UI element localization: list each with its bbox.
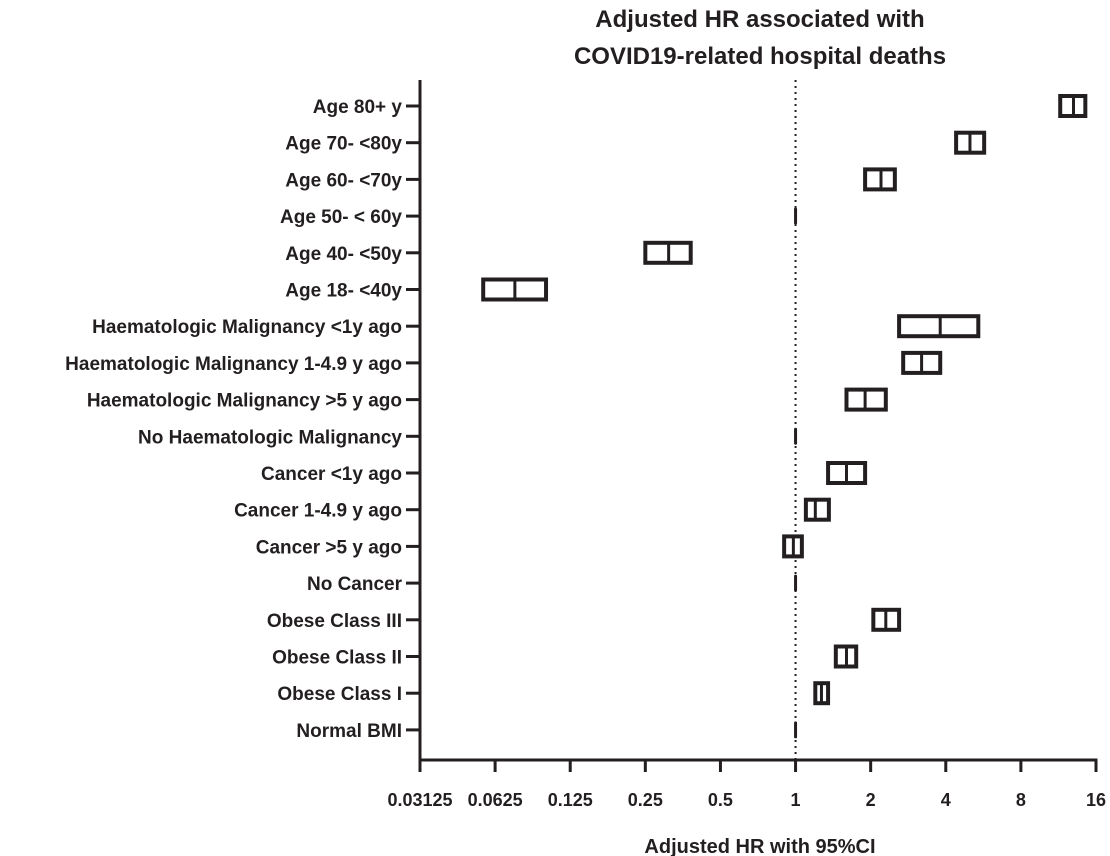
row-label: Age 60- <70y [285, 170, 402, 191]
ci-box [803, 497, 831, 522]
x-tick-label: 1 [791, 790, 801, 810]
row-labels: Age 80+ y Age 70- <80y Age 60- <70y Age 50-… [65, 97, 402, 742]
x-tick-label: 8 [1016, 790, 1026, 810]
ci-box [897, 314, 981, 339]
row-label: Cancer <1y ago [261, 464, 402, 485]
row-label: Age 80+ y [313, 97, 403, 118]
row-label: Haematologic Malignancy 1-4.9 y ago [65, 354, 402, 375]
row-label: Obese Class III [267, 611, 402, 632]
axes [406, 80, 1098, 772]
chart-title: Adjusted HR associated with COVID19-rela… [574, 6, 946, 70]
x-tick-label: 0.0625 [468, 790, 523, 810]
x-tick-labels: 0.03125 0.0625 0.125 0.25 0.5 1 2 4 8 16 [387, 790, 1106, 810]
x-tick-label: 0.03125 [387, 790, 452, 810]
row-label: Cancer >5 y ago [256, 537, 402, 558]
row-label: Age 50- < 60y [280, 207, 402, 228]
row-label: Haematologic Malignancy >5 y ago [87, 391, 402, 412]
row-label: No Haematologic Malignancy [138, 427, 402, 448]
row-label: Cancer 1-4.9 y ago [234, 501, 402, 522]
row-label: No Cancer [307, 574, 403, 595]
chart-title-line-2: COVID19-related hospital deaths [574, 43, 946, 70]
x-tick-label: 0.25 [628, 790, 663, 810]
x-tick-label: 2 [866, 790, 876, 810]
row-label: Haematologic Malignancy <1y ago [92, 317, 402, 338]
x-tick-label: 4 [941, 790, 951, 810]
row-label: Normal BMI [296, 721, 402, 742]
row-label: Age 70- <80y [285, 134, 402, 155]
row-label: Age 18- <40y [285, 281, 402, 302]
x-axis-label: Adjusted HR with 95%CI [644, 836, 875, 856]
row-label: Obese Class I [277, 684, 402, 705]
x-tick-label: 0.5 [708, 790, 733, 810]
x-tick-label: 16 [1086, 790, 1106, 810]
estimate-boxes [481, 94, 1088, 739]
row-label: Age 40- <50y [285, 244, 402, 265]
x-tick-label: 0.125 [548, 790, 593, 810]
chart-title-line-1: Adjusted HR associated with [595, 6, 924, 33]
row-label: Obese Class II [272, 648, 402, 669]
